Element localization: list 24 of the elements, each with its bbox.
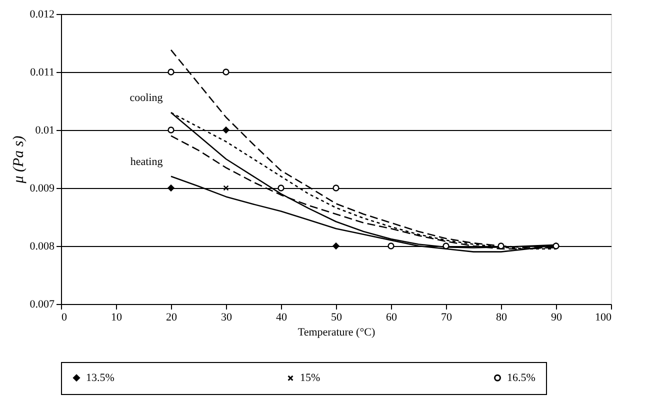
- x-tick-label: 50: [331, 312, 342, 324]
- x-tick-label: 100: [595, 312, 612, 324]
- y-tick-label: 0.01: [35, 124, 54, 136]
- y-tick-label: 0.011: [30, 66, 54, 78]
- x-tick-label: 70: [441, 312, 452, 324]
- annotation: cooling: [130, 92, 164, 104]
- x-tick-label: 20: [166, 312, 178, 324]
- y-tick-label: 0.009: [30, 182, 55, 194]
- x-tick-label: 40: [276, 312, 288, 324]
- x-tick-label: 10: [111, 312, 122, 324]
- y-axis-title: μ (Pa s): [10, 136, 27, 184]
- x-tick-label: 0: [62, 312, 68, 324]
- y-tick-label: 0.007: [30, 298, 55, 310]
- y-tick-label: 0.012: [30, 8, 54, 20]
- x-tick-label: 80: [496, 312, 508, 324]
- legend-label: 13.5%: [86, 372, 114, 384]
- legend-label: 16.5%: [507, 372, 536, 384]
- x-tick-label: 30: [221, 312, 232, 324]
- x-tick-label: 60: [386, 312, 398, 324]
- x-axis-title: Temperature (°C): [298, 326, 376, 338]
- annotation: heating: [130, 156, 164, 168]
- x-tick-label: 90: [551, 312, 562, 324]
- legend-label: 15%: [300, 372, 320, 384]
- y-tick-label: 0.008: [30, 240, 55, 252]
